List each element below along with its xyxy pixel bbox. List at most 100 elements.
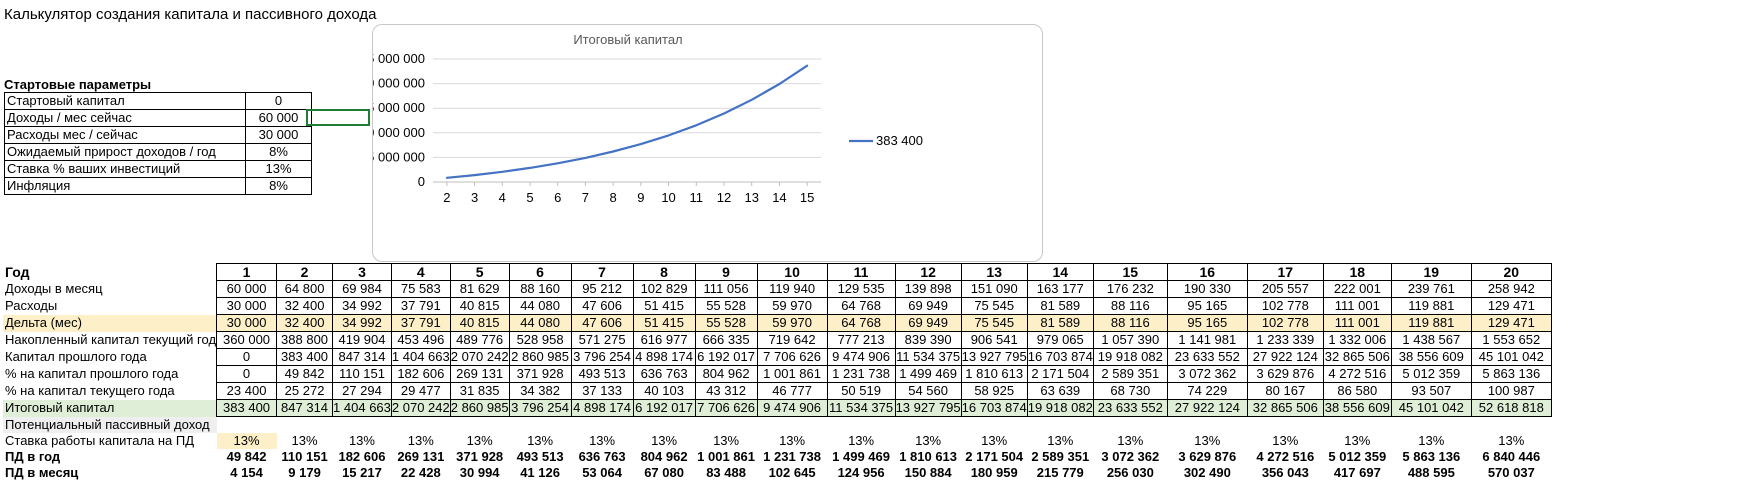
cell[interactable] — [757, 417, 827, 434]
cell[interactable]: 215 779 — [1036, 465, 1084, 480]
cell[interactable]: 19 918 082 — [1092, 348, 1168, 366]
cell[interactable]: 53 064 — [582, 465, 622, 480]
cell[interactable]: 59 970 — [756, 297, 828, 315]
cell[interactable]: 37 791 — [390, 297, 451, 315]
cell[interactable]: 3 072 362 — [1166, 365, 1248, 383]
cell[interactable]: 129 471 — [1470, 297, 1552, 315]
cell[interactable]: 13% — [348, 433, 375, 448]
cell[interactable]: 1 438 567 — [1390, 331, 1472, 349]
row-label[interactable]: Потенциальный пассивный доход — [3, 416, 217, 433]
cell[interactable]: 30 994 — [459, 465, 500, 480]
cell[interactable]: 0 — [216, 365, 278, 383]
cell[interactable]: 34 992 — [332, 314, 392, 332]
cell[interactable]: 9 474 906 — [756, 399, 828, 417]
cell[interactable]: 111 001 — [1322, 297, 1392, 315]
cell[interactable]: 13% — [216, 433, 277, 449]
cell[interactable]: 528 958 — [508, 331, 572, 349]
cell[interactable]: 18 — [1322, 263, 1392, 281]
cell[interactable]: 46 777 — [756, 382, 828, 400]
cell[interactable]: 15 217 — [342, 465, 382, 480]
cell[interactable]: 129 471 — [1470, 314, 1552, 332]
cell[interactable]: 49 842 — [226, 449, 267, 464]
cell[interactable]: 13% — [1498, 433, 1525, 448]
cell[interactable]: 58 925 — [960, 382, 1028, 400]
row-label[interactable]: ПД в год — [5, 449, 61, 464]
cell[interactable]: 1 404 663 — [332, 399, 392, 417]
cell[interactable]: 383 400 — [276, 348, 334, 366]
cell[interactable]: 69 949 — [894, 314, 962, 332]
cell[interactable]: 571 275 — [570, 331, 634, 349]
cell[interactable]: 906 541 — [960, 331, 1028, 349]
cell[interactable]: 151 090 — [960, 280, 1028, 298]
cell[interactable] — [895, 417, 961, 434]
cell[interactable]: 17 — [1246, 263, 1324, 281]
cell[interactable]: 88 116 — [1092, 314, 1168, 332]
cell[interactable]: 47 606 — [570, 297, 634, 315]
cell[interactable] — [1391, 417, 1471, 434]
cell[interactable]: 13% — [407, 433, 434, 448]
cell[interactable]: 69 984 — [332, 280, 392, 298]
cell[interactable]: 3 629 876 — [1246, 365, 1324, 383]
cell[interactable]: 2 171 504 — [1026, 365, 1094, 383]
cell[interactable]: 23 633 552 — [1166, 348, 1248, 366]
cell[interactable]: 43 312 — [694, 382, 758, 400]
cell[interactable]: 847 314 — [276, 399, 334, 417]
cell[interactable]: 636 763 — [578, 449, 626, 464]
cell[interactable]: 493 513 — [570, 365, 634, 383]
cell[interactable]: 9 — [694, 263, 758, 281]
cell[interactable]: 1 404 663 — [390, 348, 451, 366]
cell[interactable]: 12 — [894, 263, 962, 281]
cell[interactable]: 102 778 — [1246, 297, 1324, 315]
cell[interactable]: 16 703 874 — [960, 399, 1028, 417]
cell[interactable]: 6 — [508, 263, 572, 281]
cell[interactable] — [633, 417, 695, 434]
cell[interactable] — [277, 417, 333, 434]
cell[interactable]: 13% — [1194, 433, 1221, 448]
cell[interactable]: 0 — [216, 348, 278, 366]
cell[interactable]: 616 977 — [632, 331, 696, 349]
cell[interactable]: 19 — [1390, 263, 1472, 281]
cell[interactable]: 81 589 — [1026, 314, 1094, 332]
cell[interactable] — [1093, 417, 1167, 434]
cell[interactable]: 3 — [332, 263, 392, 281]
cell[interactable]: 13% — [291, 433, 318, 448]
param-label[interactable]: Ожидаемый прирост доходов / год — [4, 143, 246, 161]
cell[interactable]: 269 131 — [449, 365, 510, 383]
cell[interactable] — [1471, 417, 1551, 434]
cell[interactable]: 64 768 — [826, 297, 896, 315]
cell[interactable]: 4 272 516 — [1256, 449, 1315, 464]
cell[interactable]: 81 629 — [449, 280, 510, 298]
row-label[interactable]: % на капитал прошлого года — [5, 366, 179, 381]
row-label[interactable]: Дельта (мес) — [3, 314, 217, 332]
cell[interactable]: 8 — [632, 263, 696, 281]
cell[interactable]: 51 415 — [632, 297, 696, 315]
cell[interactable] — [571, 417, 633, 434]
cell[interactable]: 32 865 506 — [1246, 399, 1324, 417]
cell[interactable]: 9 474 906 — [826, 348, 896, 366]
cell[interactable]: 55 528 — [694, 297, 758, 315]
cell[interactable]: 47 606 — [570, 314, 634, 332]
cell[interactable]: 44 080 — [508, 314, 572, 332]
cell[interactable]: 13% — [848, 433, 875, 448]
cell[interactable]: 49 842 — [276, 365, 334, 383]
param-value[interactable]: 13% — [245, 160, 312, 178]
cell[interactable]: 30 000 — [216, 314, 278, 332]
cell[interactable]: 383 400 — [216, 399, 278, 417]
cell[interactable]: 111 001 — [1322, 314, 1392, 332]
cell[interactable]: 11 534 375 — [826, 399, 896, 417]
cell[interactable]: 60 000 — [216, 280, 278, 298]
cell[interactable]: 38 556 609 — [1390, 348, 1472, 366]
cell[interactable]: 3 072 362 — [1101, 449, 1160, 464]
cell[interactable]: 9 179 — [288, 465, 321, 480]
cell[interactable]: 13 927 795 — [894, 399, 962, 417]
cell[interactable]: 51 415 — [632, 314, 696, 332]
param-value[interactable]: 8% — [245, 177, 312, 195]
cell[interactable]: 1 231 738 — [763, 449, 821, 464]
cell[interactable]: 371 928 — [456, 449, 504, 464]
cell[interactable]: 4 — [390, 263, 451, 281]
cell[interactable]: 804 962 — [640, 449, 688, 464]
cell[interactable]: 4 898 174 — [570, 399, 634, 417]
row-label[interactable]: Капитал прошлого года — [5, 349, 147, 364]
cell[interactable]: 182 606 — [338, 449, 386, 464]
cell[interactable]: 15 — [1092, 263, 1168, 281]
